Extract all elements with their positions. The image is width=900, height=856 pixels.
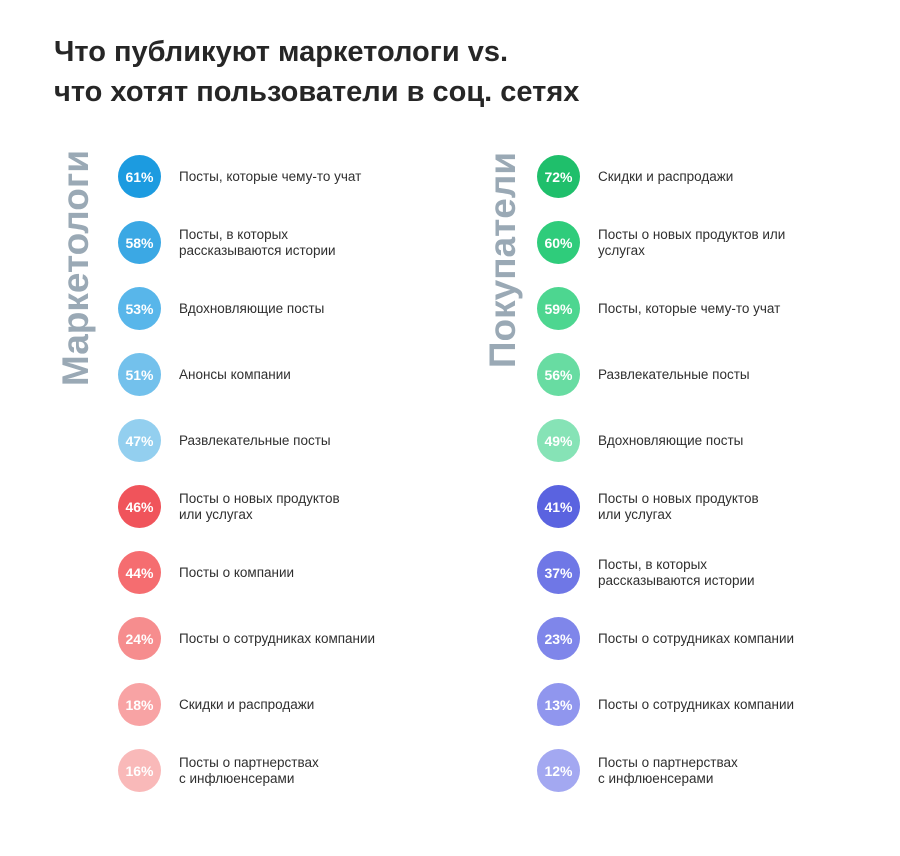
marketers-value-badge: 18% xyxy=(118,683,161,726)
buyers-item: 59% Посты, которые чему-то учат xyxy=(537,287,838,330)
marketers-item: 58% Посты, в которых рассказываются истор… xyxy=(118,221,419,264)
marketers-item: 61% Посты, которые чему-то учат xyxy=(118,155,419,198)
marketers-item-label: Посты о компании xyxy=(179,564,295,580)
buyers-item: 12% Посты о партнерствах с инфлюенсерами xyxy=(537,749,838,792)
title-line-2: что хотят пользователи в соц. сетях xyxy=(54,76,580,108)
buyers-item-label: Скидки и распродажи xyxy=(598,168,734,184)
buyers-item-label: Посты о сотрудниках компании xyxy=(598,630,795,646)
marketers-item: 18% Скидки и распродажи xyxy=(118,683,419,726)
marketers-item-label: Вдохновляющие посты xyxy=(179,300,325,316)
buyers-item: 23% Посты о сотрудниках компании xyxy=(537,617,838,660)
marketers-item: 53% Вдохновляющие посты xyxy=(118,287,419,330)
buyers-item-label: Посты, которые чему-то учат xyxy=(598,300,781,316)
marketers-value-badge: 61% xyxy=(118,155,161,198)
marketers-item: 24% Посты о сотрудниках компании xyxy=(118,617,419,660)
marketers-item: 47% Развлекательные посты xyxy=(118,419,419,462)
buyers-group-label: Покупатели xyxy=(482,151,523,369)
marketers-item-label: Посты о партнерствах с инфлюенсерами xyxy=(179,754,319,786)
marketers-value-badge: 53% xyxy=(118,287,161,330)
marketers-value-badge: 44% xyxy=(118,551,161,594)
buyers-item: 72% Скидки и распродажи xyxy=(537,155,838,198)
buyers-item-label: Посты о партнерствах с инфлюенсерами xyxy=(598,754,738,786)
buyers-item-label: Вдохновляющие посты xyxy=(598,432,744,448)
buyers-value-badge: 12% xyxy=(537,749,580,792)
marketers-item: 46% Посты о новых продуктов или услугах xyxy=(118,485,419,528)
marketers-item: 44% Посты о компании xyxy=(118,551,419,594)
marketers-item-label: Скидки и распродажи xyxy=(179,696,315,712)
marketers-value-badge: 58% xyxy=(118,221,161,264)
marketers-item-label: Анонсы компании xyxy=(179,366,291,382)
page-title: Что публикуют маркетологи vs. что хотят … xyxy=(54,32,694,112)
buyers-item: 56% Развлекательные посты xyxy=(537,353,838,396)
buyers-value-badge: 60% xyxy=(537,221,580,264)
buyers-value-badge: 49% xyxy=(537,419,580,462)
marketers-item-label: Посты о сотрудниках компании xyxy=(179,630,376,646)
buyers-item: 13% Посты о сотрудниках компании xyxy=(537,683,838,726)
buyers-value-badge: 72% xyxy=(537,155,580,198)
buyers-value-badge: 13% xyxy=(537,683,580,726)
buyers-item: 49% Вдохновляющие посты xyxy=(537,419,838,462)
buyers-value-badge: 59% xyxy=(537,287,580,330)
marketers-value-badge: 46% xyxy=(118,485,161,528)
marketers-item-label: Развлекательные посты xyxy=(179,432,331,448)
marketers-item-label: Посты, в которых рассказываются истории xyxy=(179,226,336,258)
buyers-item: 41% Посты о новых продуктов или услугах xyxy=(537,485,838,528)
marketers-value-badge: 51% xyxy=(118,353,161,396)
buyers-value-badge: 56% xyxy=(537,353,580,396)
buyers-item-label: Посты о новых продуктов или услугах xyxy=(598,490,759,522)
buyers-item: 60% Посты о новых продуктов или услугах xyxy=(537,221,838,264)
buyers-value-badge: 41% xyxy=(537,485,580,528)
marketers-item-label: Посты, которые чему-то учат xyxy=(179,168,362,184)
buyers-item-label: Посты о сотрудниках компании xyxy=(598,696,795,712)
marketers-group-label: Маркетологи xyxy=(55,149,96,387)
buyers-value-badge: 37% xyxy=(537,551,580,594)
marketers-item: 16% Посты о партнерствах с инфлюенсерами xyxy=(118,749,419,792)
buyers-item-label: Развлекательные посты xyxy=(598,366,750,382)
buyers-value-badge: 23% xyxy=(537,617,580,660)
buyers-item-label: Посты, в которых рассказываются истории xyxy=(598,556,755,588)
marketers-item: 51% Анонсы компании xyxy=(118,353,419,396)
title-line-1: Что публикуют маркетологи vs. xyxy=(54,36,509,68)
marketers-value-badge: 16% xyxy=(118,749,161,792)
marketers-value-badge: 24% xyxy=(118,617,161,660)
marketers-item-label: Посты о новых продуктов или услугах xyxy=(179,490,340,522)
marketers-value-badge: 47% xyxy=(118,419,161,462)
buyers-item-label: Посты о новых продуктов или услугах xyxy=(598,226,786,258)
buyers-item: 37% Посты, в которых рассказываются истор… xyxy=(537,551,838,594)
